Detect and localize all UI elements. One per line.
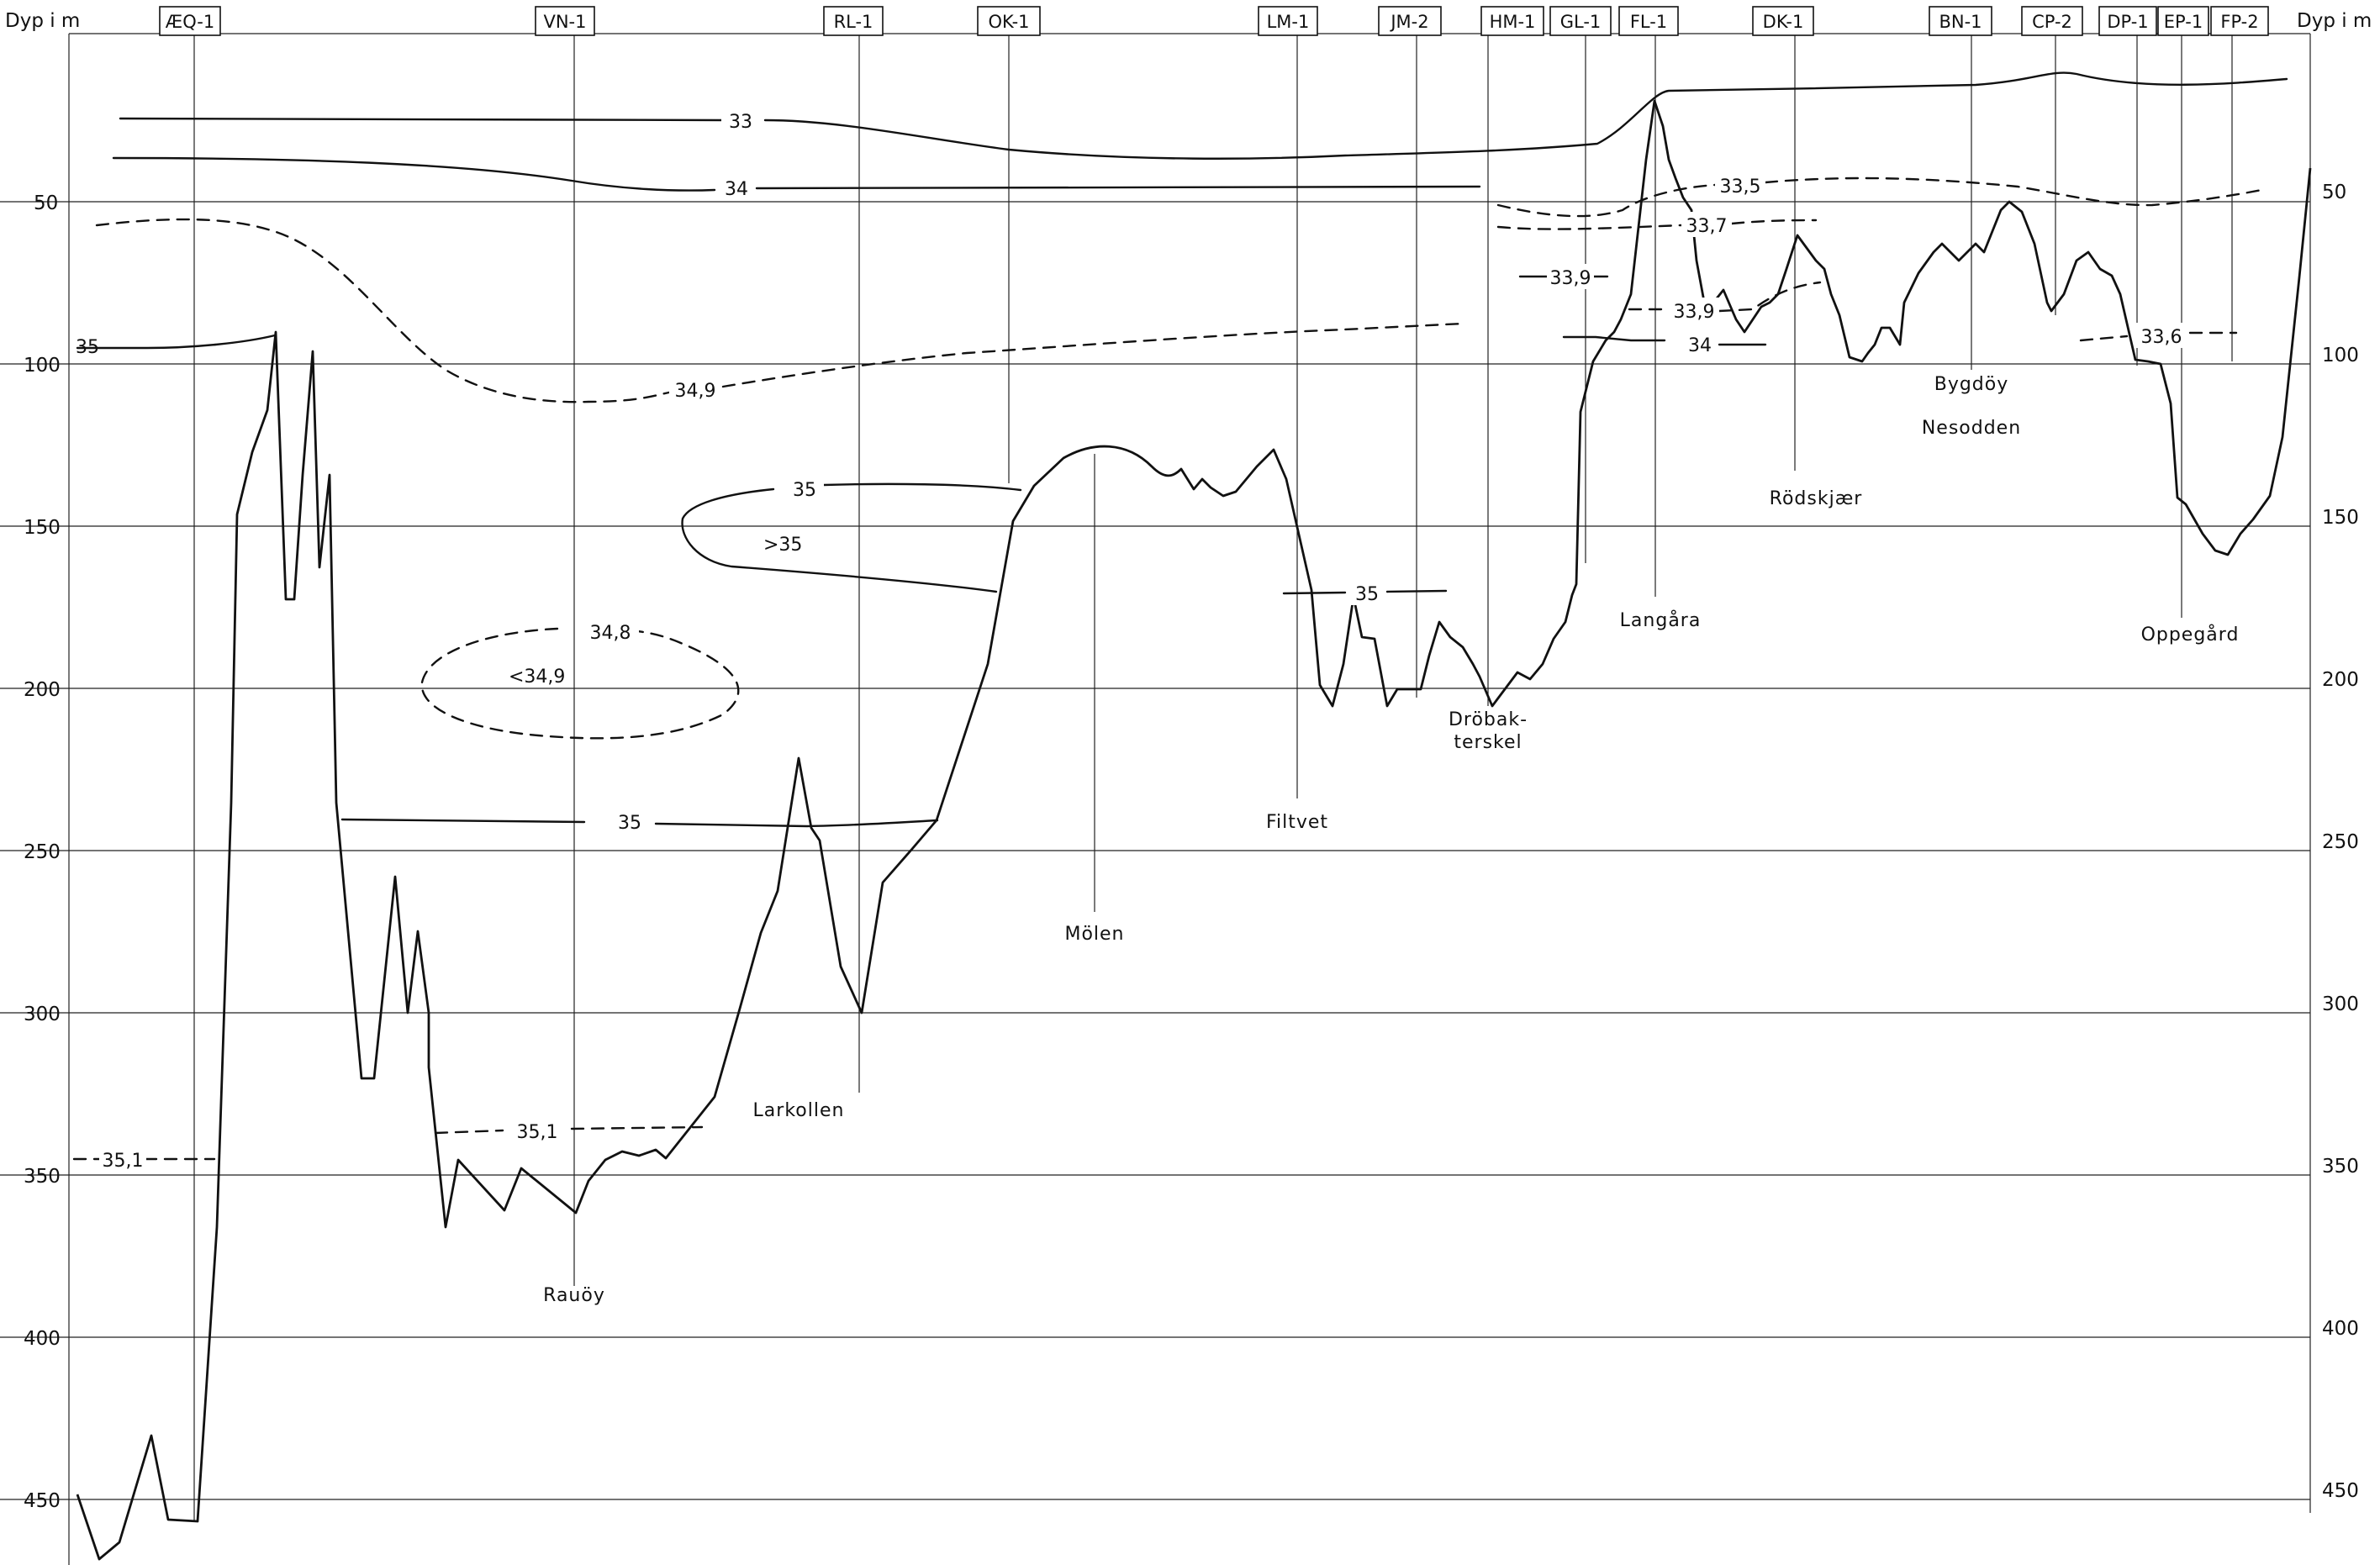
label-34: 34: [725, 179, 748, 200]
left-tick-200: 200: [24, 679, 61, 701]
left-tick-100: 100: [24, 355, 61, 377]
isoline-35-mid: [340, 818, 939, 828]
label-35-left: 35: [76, 337, 99, 358]
station-ep1: EP-1: [2164, 12, 2203, 32]
place-rauoy: Rauöy: [543, 1285, 605, 1306]
right-tick-200: 200: [2322, 669, 2359, 691]
place-langara: Langåra: [1620, 609, 1702, 631]
label-33-9-b: 33,9: [1674, 302, 1715, 323]
station-headers: ÆQ-1 VN-1 RL-1 OK-1 LM-1 JM-2 HM-1 GL-1 …: [159, 6, 2269, 36]
right-tick-50: 50: [2322, 182, 2346, 203]
label-35-1-b: 35,1: [517, 1122, 558, 1143]
station-gl1: GL-1: [1560, 12, 1602, 32]
left-tick-50: 50: [34, 192, 58, 214]
right-tick-450: 450: [2322, 1480, 2359, 1502]
place-molen: Mölen: [1064, 924, 1124, 945]
label-35-upper: 35: [793, 480, 816, 501]
station-lm1: LM-1: [1267, 12, 1310, 32]
left-tick-350: 350: [24, 1166, 61, 1188]
left-axis-title: Dyp i m: [5, 10, 80, 32]
isoline-33-6: [2079, 331, 2238, 342]
isoline-33: [119, 71, 2288, 160]
station-fl1: FL-1: [1630, 12, 1667, 32]
isoline-34-inner: [1562, 335, 1767, 346]
label-35-1-a: 35,1: [103, 1151, 144, 1172]
label-33: 33: [729, 112, 752, 133]
station-aeq1: ÆQ-1: [166, 12, 215, 32]
right-tick-150: 150: [2322, 507, 2359, 529]
right-depth-axis: Dyp i m 50 100 150 200 250 300 350 400 4…: [2297, 10, 2372, 1502]
right-tick-300: 300: [2322, 993, 2359, 1015]
label-33-6: 33,6: [2141, 327, 2182, 348]
station-lines: [193, 34, 2233, 1521]
isoline-34-9: [95, 218, 1464, 403]
place-drobak-1: Dröbak-: [1449, 709, 1528, 730]
left-tick-150: 150: [24, 517, 61, 539]
left-tick-300: 300: [24, 1004, 61, 1025]
isolines-solid: [76, 71, 2288, 828]
label-gt35: >35: [763, 535, 802, 556]
isoline-34: [112, 156, 1481, 192]
place-drobak-2: terskel: [1454, 732, 1522, 753]
right-tick-100: 100: [2322, 345, 2359, 366]
label-35-filtvet: 35: [1355, 584, 1379, 605]
diagram-frame: [68, 33, 2311, 1565]
left-tick-450: 450: [24, 1490, 61, 1512]
station-jm2: JM-2: [1389, 12, 1428, 32]
isoline-35-upper: [681, 482, 1022, 593]
label-34-8: 34,8: [590, 623, 631, 644]
station-dp1: DP-1: [2107, 12, 2148, 32]
depth-gridlines: [0, 201, 2310, 1500]
station-dk1: DK-1: [1763, 12, 1804, 32]
left-tick-400: 400: [24, 1328, 61, 1350]
isoline-35-filtvet: [1282, 589, 1448, 595]
isolines-dashed: [72, 177, 2263, 1161]
station-ok1: OK-1: [988, 12, 1029, 32]
place-larkollen: Larkollen: [753, 1100, 845, 1121]
isoline-35-left: [76, 334, 277, 350]
place-filtvet: Filtvet: [1266, 812, 1328, 833]
station-cp2: CP-2: [2032, 12, 2072, 32]
left-tick-250: 250: [24, 841, 61, 863]
right-tick-400: 400: [2322, 1318, 2359, 1340]
station-fp2: FP-2: [2220, 12, 2258, 32]
place-labels: Rauöy Larkollen Mölen Filtvet Dröbak- te…: [543, 374, 2240, 1306]
left-depth-axis: Dyp i m 50 100 150 200 250 300 350 400 4…: [5, 10, 80, 1512]
station-rl1: RL-1: [834, 12, 873, 32]
bottom-profile: [76, 99, 2312, 1561]
bottom-profile-line: [76, 99, 2312, 1561]
station-hm1: HM-1: [1490, 12, 1536, 32]
place-nesodden: Nesodden: [1922, 418, 2021, 439]
label-33-9-a: 33,9: [1550, 268, 1591, 289]
station-bn1: BN-1: [1939, 12, 1982, 32]
label-35-mid: 35: [618, 813, 641, 834]
place-bygdoy: Bygdöy: [1934, 374, 2009, 395]
isoline-33-5: [1496, 177, 2263, 218]
place-oppegard: Oppegård: [2141, 624, 2240, 645]
isoline-33-9-b: [1628, 281, 1822, 313]
contour-labels: 33 34 35 34,9 35 >35 34,8 <34,9 35 35,1 …: [76, 108, 2187, 1172]
station-vn1: VN-1: [543, 12, 586, 32]
label-lt34-9: <34,9: [509, 667, 565, 688]
place-rodskjaer: Rödskjær: [1770, 488, 1863, 509]
label-34-9: 34,9: [675, 381, 716, 402]
label-33-7: 33,7: [1686, 216, 1728, 237]
isoline-33-7: [1496, 219, 1818, 230]
label-33-5: 33,5: [1720, 177, 1761, 198]
right-axis-title: Dyp i m: [2297, 10, 2372, 32]
right-tick-350: 350: [2322, 1156, 2359, 1178]
label-34-inner: 34: [1688, 335, 1712, 356]
right-tick-250: 250: [2322, 831, 2359, 853]
isoline-35-1-b: [434, 1125, 704, 1135]
isoline-34-8: [420, 627, 740, 740]
